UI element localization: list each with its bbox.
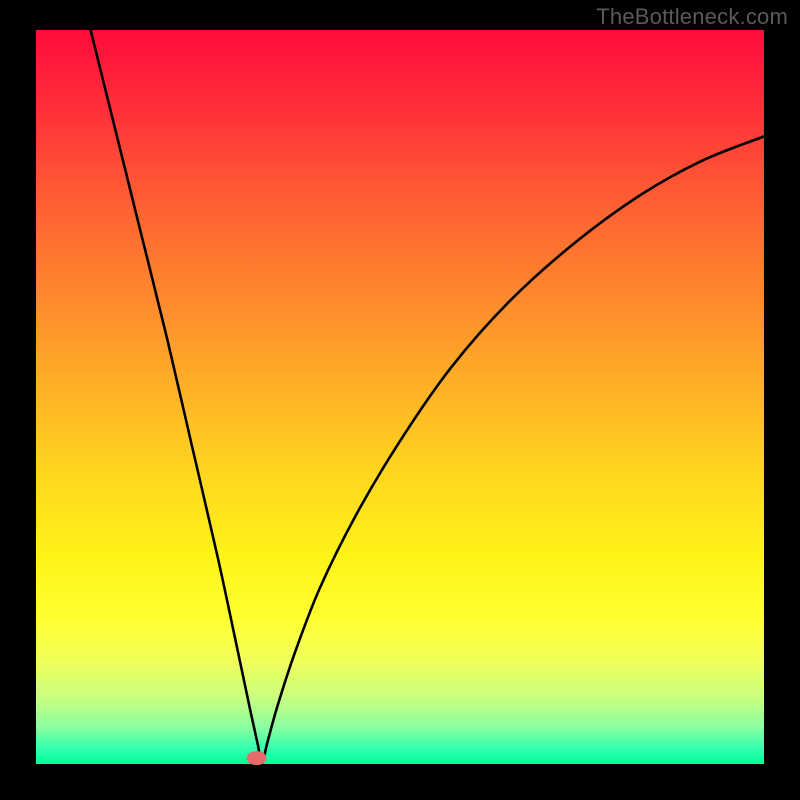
chart-container: TheBottleneck.com [0,0,800,800]
watermark-text: TheBottleneck.com [596,4,788,30]
optimum-marker [247,751,267,765]
plot-background [36,30,764,764]
bottleneck-chart [0,0,800,800]
